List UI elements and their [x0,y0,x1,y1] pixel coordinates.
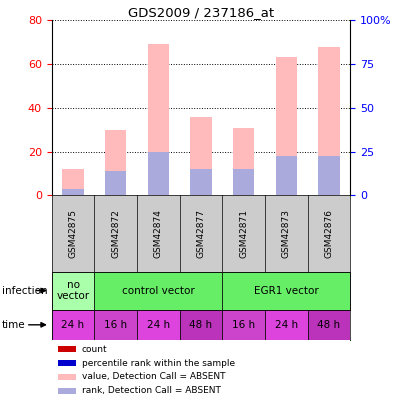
Text: value, Detection Call = ABSENT: value, Detection Call = ABSENT [82,372,225,381]
Bar [275,156,297,195]
Text: 16 h: 16 h [232,320,255,330]
Text: GSM42877: GSM42877 [197,209,205,258]
Bar [190,117,212,195]
Bar [190,169,212,195]
Text: control vector: control vector [122,286,195,296]
Bar [308,309,350,340]
Text: GSM42873: GSM42873 [282,209,291,258]
Text: 16 h: 16 h [104,320,127,330]
Bar [222,309,265,340]
Text: GSM42876: GSM42876 [324,209,334,258]
Text: 24 h: 24 h [62,320,85,330]
Bar [58,346,76,352]
Bar [275,58,297,195]
Text: infection: infection [2,286,48,296]
Text: percentile rank within the sample: percentile rank within the sample [82,359,235,368]
Text: GSM42872: GSM42872 [111,209,120,258]
Bar [233,169,254,195]
Text: GSM42875: GSM42875 [68,209,78,258]
Bar [52,309,94,340]
Bar [94,271,222,309]
Title: GDS2009 / 237186_at: GDS2009 / 237186_at [128,6,274,19]
Bar [105,130,127,195]
Text: 24 h: 24 h [275,320,298,330]
Bar [233,128,254,195]
Text: 48 h: 48 h [189,320,213,330]
Text: EGR1 vector: EGR1 vector [254,286,319,296]
Text: 24 h: 24 h [147,320,170,330]
Text: time: time [2,320,25,330]
Bar [222,271,350,309]
Text: no
vector: no vector [57,280,90,301]
Bar [94,309,137,340]
Bar [148,44,169,195]
Bar [58,360,76,366]
Bar [318,47,339,195]
Bar [52,271,94,309]
Text: rank, Detection Call = ABSENT: rank, Detection Call = ABSENT [82,386,220,395]
Bar [179,309,222,340]
Bar [62,169,84,195]
Bar [58,373,76,379]
Text: 48 h: 48 h [317,320,340,330]
Bar [148,151,169,195]
Text: GSM42871: GSM42871 [239,209,248,258]
Bar [105,171,127,195]
Bar [265,309,308,340]
Bar [137,309,179,340]
Bar [58,388,76,394]
Bar [318,156,339,195]
Text: GSM42874: GSM42874 [154,209,163,258]
Text: count: count [82,345,107,354]
Bar [62,189,84,195]
